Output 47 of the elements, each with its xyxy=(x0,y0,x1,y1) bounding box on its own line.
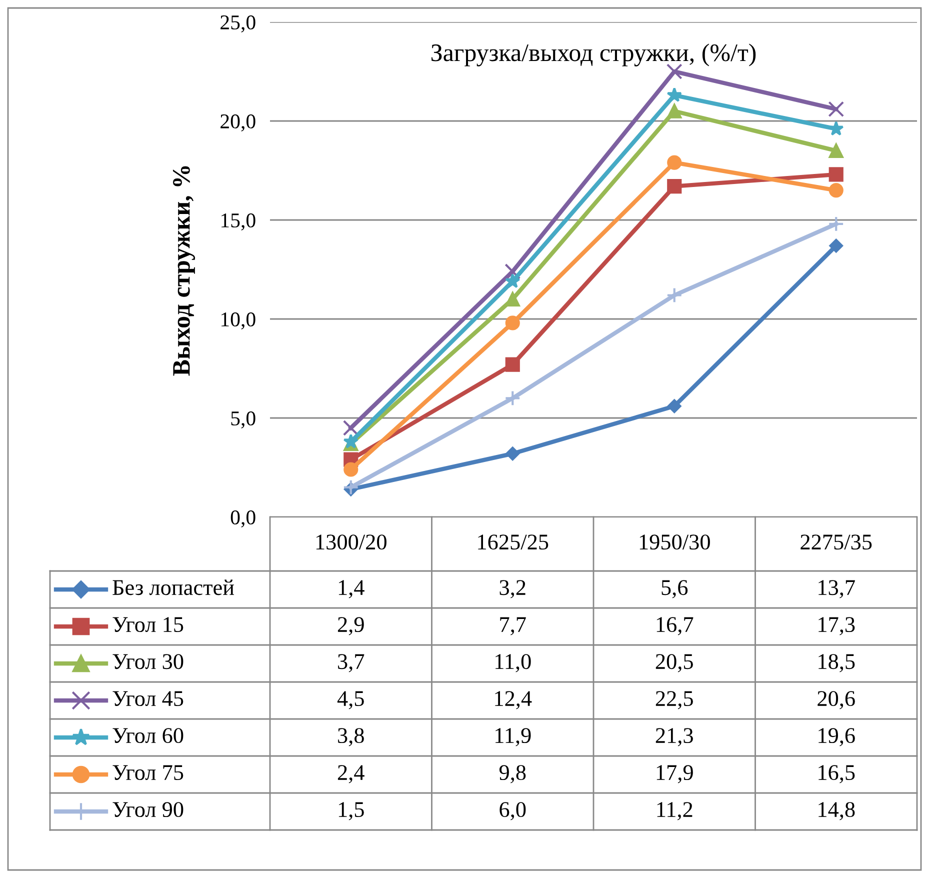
text: Загрузка/выход стружки, (%/т) xyxy=(431,44,756,66)
data-label: 1,5 xyxy=(338,802,364,820)
data-label: 20,5 xyxy=(656,654,693,672)
legend-label: Угол 45 xyxy=(112,691,184,706)
legend-label: Без лопастей xyxy=(112,580,234,596)
data-label: 16,7 xyxy=(656,617,694,636)
data-label: 3,8 xyxy=(338,728,364,746)
data-label: 17,9 xyxy=(656,765,693,784)
data-label: 12,4 xyxy=(495,691,532,710)
data-label: 2,9 xyxy=(338,617,364,636)
data-label: 3,7 xyxy=(338,654,364,672)
x-tick-label: 1300/20 xyxy=(316,534,386,550)
data-label: 21,3 xyxy=(656,728,693,746)
data-label: 18,5 xyxy=(818,654,855,672)
y-tick-label: 0,0 xyxy=(230,510,256,528)
data-label: 13,7 xyxy=(818,580,855,598)
data-label: 4,5 xyxy=(337,691,364,710)
data-label: 11,0 xyxy=(496,654,531,672)
y-tick-label: 15,0 xyxy=(221,213,256,230)
data-label: 7,7 xyxy=(500,617,526,636)
data-label: 11,9 xyxy=(496,728,531,746)
data-label: 11,2 xyxy=(657,802,692,820)
legend-label: Угол 90 xyxy=(112,802,184,818)
data-label: 9,8 xyxy=(499,765,526,784)
data-label: 19,6 xyxy=(818,728,855,746)
y-tick-label: 25,0 xyxy=(220,15,256,32)
x-tick-label: 1950/30 xyxy=(640,534,710,550)
data-label: 5,6 xyxy=(662,580,688,598)
legend-label: Угол 30 xyxy=(112,654,184,670)
y-tick-label: 20,0 xyxy=(220,114,256,132)
data-label: 1,4 xyxy=(338,580,364,598)
data-label: 22,5 xyxy=(656,691,693,710)
x-tick-label: 2275/35 xyxy=(800,534,872,550)
y-tick-label: 10,0 xyxy=(221,312,256,330)
y-axis-title: Выход стружки, % xyxy=(172,166,195,376)
data-label: 6,0 xyxy=(500,802,526,820)
data-label: 14,8 xyxy=(818,802,855,820)
data-label: 16,5 xyxy=(818,765,855,784)
data-label: 2,4 xyxy=(338,765,364,784)
data-label: 3,2 xyxy=(500,580,526,598)
y-tick-label: 5,0 xyxy=(231,411,256,428)
legend-label: Угол 60 xyxy=(112,728,184,744)
data-label: 17,3 xyxy=(818,617,855,636)
x-tick-label: 1625/25 xyxy=(478,534,548,550)
legend-label: Угол 75 xyxy=(112,765,184,780)
legend-label: Угол 15 xyxy=(112,617,184,632)
data-label: 20,6 xyxy=(818,691,855,710)
